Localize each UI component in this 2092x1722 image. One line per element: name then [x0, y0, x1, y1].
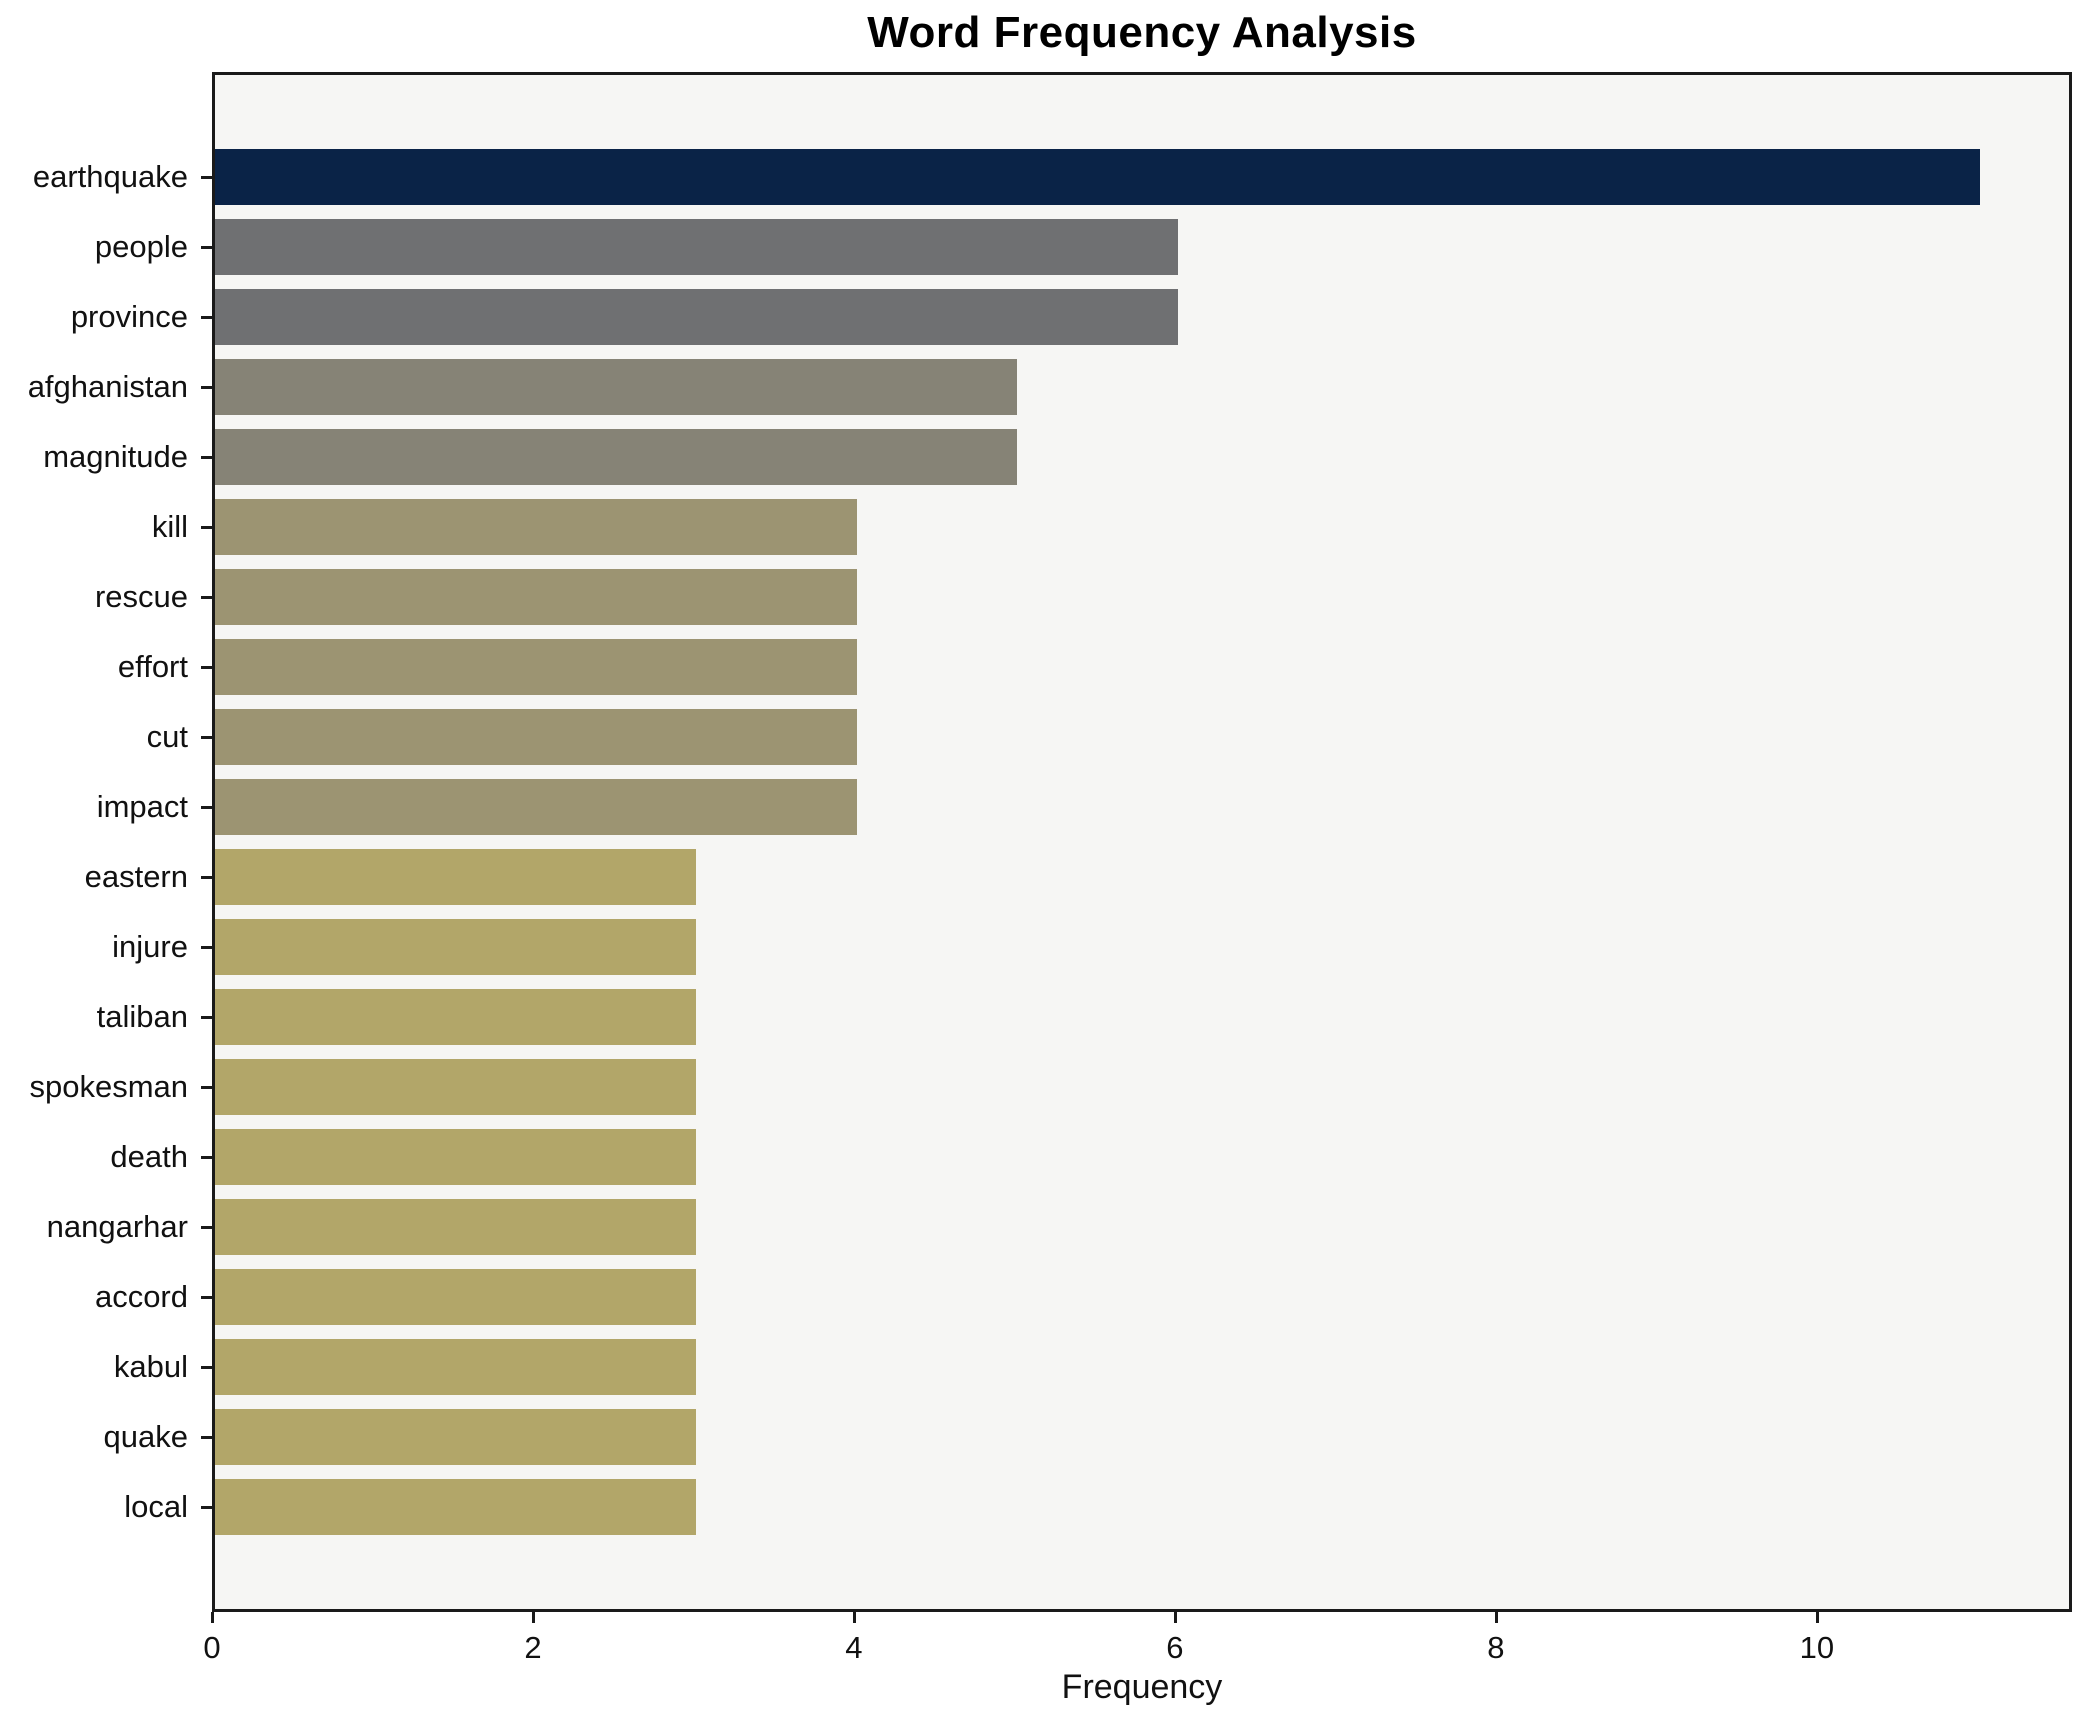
bar-row — [201, 709, 2069, 765]
y-tick-mark — [201, 1085, 212, 1089]
bar-row — [201, 499, 2069, 555]
y-axis-label-afghanistan: afghanistan — [27, 369, 188, 404]
bar-eastern — [215, 849, 697, 905]
bar-row — [201, 289, 2069, 345]
x-tick-label-10: 10 — [1799, 1630, 1835, 1665]
x-tick-mark — [852, 1612, 856, 1623]
y-axis-label-local: local — [124, 1489, 188, 1524]
x-tick-label-4: 4 — [845, 1630, 863, 1665]
y-axis-label-spokesman: spokesman — [29, 1069, 188, 1104]
bar-nangarhar — [215, 1199, 697, 1255]
bar-impact — [215, 779, 857, 835]
bar-row — [201, 359, 2069, 415]
y-tick-mark — [201, 735, 212, 739]
y-axis-label-magnitude: magnitude — [43, 439, 188, 474]
bar-earthquake — [215, 149, 1981, 205]
y-tick-mark — [201, 1225, 212, 1229]
y-tick-mark — [201, 525, 212, 529]
y-tick-mark — [201, 1505, 212, 1509]
y-axis-label-quake: quake — [103, 1419, 188, 1454]
bar-row — [201, 1479, 2069, 1535]
y-axis-label-impact: impact — [96, 789, 188, 824]
bar-afghanistan — [215, 359, 1018, 415]
bar-row — [201, 1269, 2069, 1325]
y-axis-label-cut: cut — [146, 719, 188, 754]
y-tick-mark — [201, 175, 212, 179]
x-tick-label-2: 2 — [524, 1630, 542, 1665]
bar-row — [201, 849, 2069, 905]
x-tick-mark — [211, 1612, 214, 1623]
bar-people — [215, 219, 1178, 275]
bars-layer — [201, 75, 2069, 1609]
x-tick-mark — [1173, 1612, 1177, 1623]
bar-row — [201, 639, 2069, 695]
bar-cut — [215, 709, 857, 765]
bar-injure — [215, 919, 697, 975]
y-tick-mark — [201, 805, 212, 809]
bar-accord — [215, 1269, 697, 1325]
y-tick-mark — [201, 385, 212, 389]
bar-spokesman — [215, 1059, 697, 1115]
bar-row — [201, 1059, 2069, 1115]
bar-row — [201, 1199, 2069, 1255]
y-axis-label-kabul: kabul — [113, 1349, 188, 1384]
chart-title: Word Frequency Analysis — [867, 8, 1417, 57]
bar-row — [201, 919, 2069, 975]
bar-row — [201, 1409, 2069, 1465]
bar-row — [201, 429, 2069, 485]
x-tick-label-0: 0 — [203, 1630, 221, 1665]
bar-magnitude — [215, 429, 1018, 485]
y-axis-label-nangarhar: nangarhar — [46, 1209, 188, 1244]
y-axis-label-taliban: taliban — [96, 999, 188, 1034]
bar-row — [201, 1339, 2069, 1395]
y-tick-mark — [201, 245, 212, 249]
y-tick-mark — [201, 1295, 212, 1299]
bar-kill — [215, 499, 857, 555]
y-tick-mark — [201, 1155, 212, 1159]
x-tick-mark — [1494, 1612, 1498, 1623]
bar-row — [201, 989, 2069, 1045]
y-tick-mark — [201, 945, 212, 949]
y-tick-mark — [201, 1015, 212, 1019]
bar-kabul — [215, 1339, 697, 1395]
bar-row — [201, 779, 2069, 835]
plot-area — [201, 72, 2072, 1612]
y-tick-mark — [201, 595, 212, 599]
bar-row — [201, 219, 2069, 275]
x-tick-mark — [531, 1612, 535, 1623]
bar-row — [201, 149, 2069, 205]
bar-rescue — [215, 569, 857, 625]
y-tick-mark — [201, 455, 212, 459]
y-axis-label-province: province — [70, 299, 188, 334]
bar-death — [215, 1129, 697, 1185]
y-tick-mark — [201, 665, 212, 669]
y-axis-label-accord: accord — [94, 1279, 188, 1314]
x-tick-label-6: 6 — [1166, 1630, 1184, 1665]
bar-taliban — [215, 989, 697, 1045]
y-axis-label-earthquake: earthquake — [32, 159, 188, 194]
bar-effort — [215, 639, 857, 695]
y-axis-label-effort: effort — [117, 649, 188, 684]
y-tick-mark — [201, 875, 212, 879]
y-axis-label-people: people — [94, 229, 188, 264]
y-axis-label-death: death — [110, 1139, 188, 1174]
bar-province — [215, 289, 1178, 345]
x-tick-mark — [1815, 1612, 1819, 1623]
y-axis-label-eastern: eastern — [84, 859, 188, 894]
x-tick-label-8: 8 — [1487, 1630, 1505, 1665]
y-tick-mark — [201, 315, 212, 319]
bar-local — [215, 1479, 697, 1535]
y-axis-label-rescue: rescue — [94, 579, 188, 614]
y-axis-label-kill: kill — [151, 509, 188, 544]
y-tick-mark — [201, 1365, 212, 1369]
bar-row — [201, 1129, 2069, 1185]
x-axis-title: Frequency — [1061, 1668, 1223, 1706]
bar-row — [201, 569, 2069, 625]
y-axis-label-injure: injure — [112, 929, 188, 964]
y-tick-mark — [201, 1435, 212, 1439]
bar-quake — [215, 1409, 697, 1465]
